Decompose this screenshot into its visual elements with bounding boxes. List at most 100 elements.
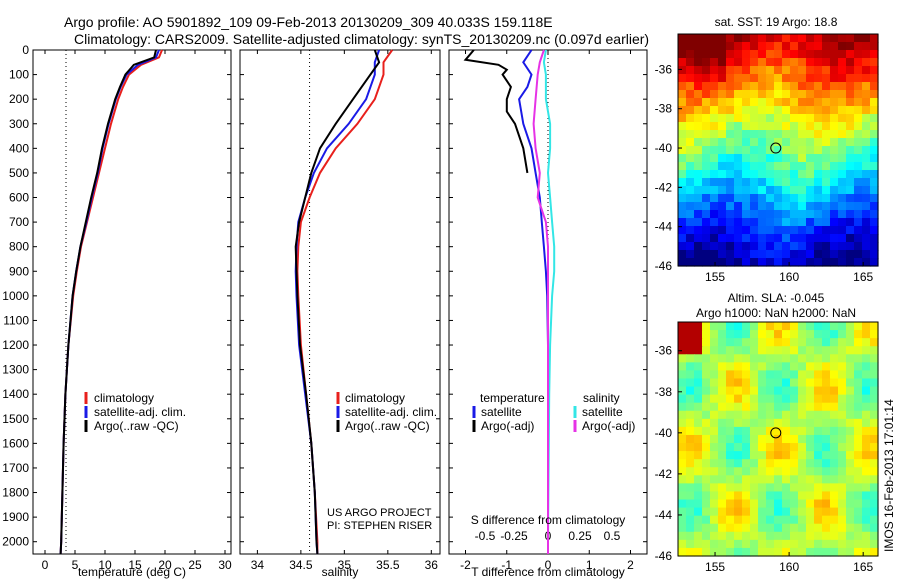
y-tick-label: 1600 <box>2 436 29 450</box>
heatmap-cell <box>766 66 775 75</box>
heatmap-cell <box>758 410 767 420</box>
heatmap-cell <box>870 170 879 179</box>
heatmap-cell <box>702 210 711 219</box>
heatmap-cell <box>822 42 831 51</box>
heatmap-cell <box>694 418 703 428</box>
heatmap-cell <box>782 539 791 549</box>
sst-map-panel: sat. SST: 19 Argo: 18.8 155 160 165-36-38-… <box>655 15 879 284</box>
heatmap-cell <box>798 451 807 460</box>
heatmap-cell <box>710 186 719 195</box>
heatmap-cell <box>790 210 799 219</box>
heatmap-cell <box>774 154 783 163</box>
heatmap-cell <box>734 66 743 75</box>
series-line <box>294 49 381 555</box>
heatmap-cell <box>750 218 759 227</box>
heatmap-cell <box>750 170 759 179</box>
heatmap-cell <box>710 402 719 412</box>
heatmap-cell <box>726 114 735 123</box>
heatmap-cell <box>838 122 847 131</box>
salinity-xlabel: salinity <box>322 565 359 579</box>
heatmap-cell <box>854 146 863 155</box>
heatmap-cell <box>750 162 759 171</box>
heatmap-cell <box>790 459 799 468</box>
heatmap-cell <box>742 106 751 115</box>
heatmap-cell <box>694 226 703 235</box>
heatmap-cell <box>718 410 727 420</box>
heatmap-cell <box>726 459 735 468</box>
heatmap-cell <box>870 130 879 139</box>
heatmap-cell <box>758 451 767 460</box>
heatmap-cell <box>846 459 855 468</box>
heatmap-cell <box>694 242 703 251</box>
heatmap-cell <box>806 98 815 107</box>
heatmap-cell <box>758 58 767 67</box>
heatmap-cell <box>750 499 759 509</box>
heatmap-cell <box>790 386 799 396</box>
heatmap-cell <box>758 258 767 267</box>
heatmap-cell <box>758 499 767 509</box>
heatmap-cell <box>718 483 727 493</box>
heatmap-cell <box>694 362 703 372</box>
heatmap-cell <box>830 170 839 179</box>
heatmap-cell <box>750 483 759 493</box>
heatmap-cell <box>822 483 831 493</box>
heatmap-cell <box>726 242 735 251</box>
heatmap-cell <box>726 202 735 211</box>
heatmap-cell <box>686 483 695 493</box>
heatmap-cell <box>790 250 799 259</box>
heatmap-cell <box>686 170 695 179</box>
heatmap-cell <box>870 186 879 195</box>
heatmap-cell <box>774 130 783 139</box>
heatmap-cell <box>846 475 855 484</box>
heatmap-cell <box>774 202 783 211</box>
heatmap-cell <box>702 386 711 396</box>
heatmap-cell <box>718 443 727 452</box>
heatmap-cell <box>798 386 807 396</box>
heatmap-cell <box>710 386 719 396</box>
heatmap-cell <box>822 50 831 59</box>
heatmap-cell <box>798 418 807 428</box>
heatmap-cell <box>718 426 727 436</box>
heatmap-cell <box>766 491 775 501</box>
heatmap-cell <box>702 394 711 404</box>
heatmap-cell <box>806 402 815 412</box>
heatmap-cell <box>814 362 823 372</box>
salinity-axes-frame <box>239 49 441 555</box>
heatmap-cell <box>718 515 727 525</box>
heatmap-cell <box>750 186 759 195</box>
heatmap-cell <box>702 122 711 131</box>
heatmap-cell <box>870 58 879 67</box>
heatmap-cell <box>774 386 783 396</box>
heatmap-cell <box>806 186 815 195</box>
heatmap-cell <box>822 362 831 372</box>
heatmap-cell <box>862 451 871 460</box>
heatmap-cell <box>798 42 807 51</box>
heatmap-cell <box>686 322 695 331</box>
x-tick-label: -2 <box>460 558 471 572</box>
heatmap-cell <box>678 322 687 331</box>
heatmap-cell <box>870 178 879 187</box>
heatmap-cell <box>718 162 727 171</box>
y-tick-label: 600 <box>9 191 29 205</box>
heatmap-cell <box>870 547 879 557</box>
heatmap-cell <box>726 226 735 235</box>
heatmap-cell <box>678 523 687 533</box>
heatmap-cell <box>838 354 847 363</box>
y-tick-label: 2000 <box>2 535 29 549</box>
heatmap-cell <box>718 66 727 75</box>
heatmap-cell <box>790 234 799 243</box>
heatmap-cell <box>790 226 799 235</box>
heatmap-cell <box>854 226 863 235</box>
heatmap-cell <box>790 515 799 525</box>
heatmap-cell <box>838 170 847 179</box>
heatmap-cell <box>694 426 703 436</box>
heatmap-cell <box>862 58 871 67</box>
y-tick-label: 100 <box>9 68 29 82</box>
heatmap-cell <box>830 499 839 509</box>
heatmap-cell <box>766 226 775 235</box>
heatmap-cell <box>750 394 759 404</box>
heatmap-cell <box>838 378 847 388</box>
heatmap-cell <box>806 218 815 227</box>
heatmap-cell <box>838 234 847 243</box>
y-tick-label: 400 <box>9 141 29 155</box>
